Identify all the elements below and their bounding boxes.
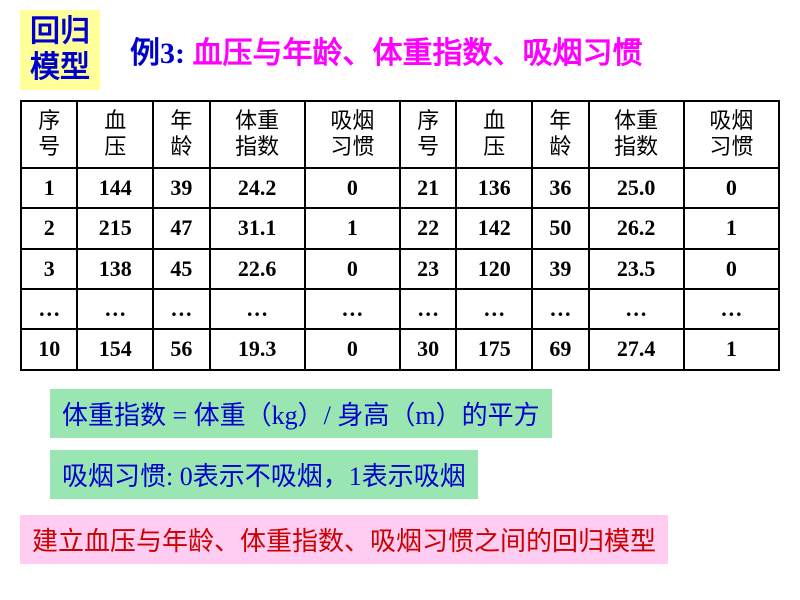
table-cell: 1 xyxy=(21,168,77,208)
table-cell: … xyxy=(400,289,456,329)
table-cell: 120 xyxy=(456,249,532,289)
table-cell: 23 xyxy=(400,249,456,289)
table-header-row: 序号血压年龄体重指数吸烟习惯序号血压年龄体重指数吸烟习惯 xyxy=(21,101,779,168)
table-cell: 215 xyxy=(77,208,153,248)
table-cell: 0 xyxy=(305,329,400,369)
table-row: 22154731.11221425026.21 xyxy=(21,208,779,248)
title-text: 血压与年龄、体重指数、吸烟习惯 xyxy=(185,37,643,70)
table-cell: 175 xyxy=(456,329,532,369)
table-cell: 39 xyxy=(153,168,209,208)
table-row: ………………………… xyxy=(21,289,779,329)
slide-title: 例3: 血压与年龄、体重指数、吸烟习惯 xyxy=(130,28,643,72)
table-cell: 47 xyxy=(153,208,209,248)
table-header-cell: 序号 xyxy=(21,101,77,168)
note-bmi: 体重指数 = 体重（kg）/ 身高（m）的平方 xyxy=(50,389,552,438)
table-cell: 19.3 xyxy=(210,329,305,369)
table-cell: 0 xyxy=(305,249,400,289)
table-header-cell: 年龄 xyxy=(153,101,209,168)
table-cell: 50 xyxy=(532,208,588,248)
example-number: 例3: xyxy=(130,37,185,70)
notes-area: 体重指数 = 体重（kg）/ 身高（m）的平方 吸烟习惯: 0表示不吸烟，1表示… xyxy=(20,389,780,564)
table-cell: … xyxy=(210,289,305,329)
table-cell: 23.5 xyxy=(589,249,684,289)
header-row: 回归模型 例3: 血压与年龄、体重指数、吸烟习惯 xyxy=(20,10,780,90)
table-cell: 69 xyxy=(532,329,588,369)
table-cell: 136 xyxy=(456,168,532,208)
table-cell: 36 xyxy=(532,168,588,208)
table-cell: 22.6 xyxy=(210,249,305,289)
slide: 回归模型 例3: 血压与年龄、体重指数、吸烟习惯 序号血压年龄体重指数吸烟习惯序… xyxy=(0,0,800,600)
table-cell: 21 xyxy=(400,168,456,208)
table-row: 101545619.30301756927.41 xyxy=(21,329,779,369)
table-cell: 0 xyxy=(684,249,779,289)
table-cell: … xyxy=(684,289,779,329)
table-header-cell: 体重指数 xyxy=(589,101,684,168)
table-cell: 27.4 xyxy=(589,329,684,369)
table-header-cell: 序号 xyxy=(400,101,456,168)
table-cell: 154 xyxy=(77,329,153,369)
table-header-cell: 血压 xyxy=(77,101,153,168)
table-cell: 45 xyxy=(153,249,209,289)
table-cell: 30 xyxy=(400,329,456,369)
table-cell: 144 xyxy=(77,168,153,208)
table-cell: … xyxy=(21,289,77,329)
table-row: 31384522.60231203923.50 xyxy=(21,249,779,289)
table-cell: 10 xyxy=(21,329,77,369)
table-cell: 24.2 xyxy=(210,168,305,208)
table-cell: 138 xyxy=(77,249,153,289)
note-smoking: 吸烟习惯: 0表示不吸烟，1表示吸烟 xyxy=(50,450,478,499)
table-cell: 0 xyxy=(684,168,779,208)
model-badge: 回归模型 xyxy=(20,10,100,90)
table-cell: … xyxy=(77,289,153,329)
table-body: 11443924.20211363625.0022154731.11221425… xyxy=(21,168,779,370)
table-header-cell: 吸烟习惯 xyxy=(305,101,400,168)
table-header-cell: 血压 xyxy=(456,101,532,168)
table-cell: 1 xyxy=(684,329,779,369)
table-cell: 22 xyxy=(400,208,456,248)
note-goal: 建立血压与年龄、体重指数、吸烟习惯之间的回归模型 xyxy=(20,515,668,564)
table-header-cell: 年龄 xyxy=(532,101,588,168)
table-row: 11443924.20211363625.00 xyxy=(21,168,779,208)
table-cell: … xyxy=(153,289,209,329)
table-cell: 142 xyxy=(456,208,532,248)
table-header-cell: 吸烟习惯 xyxy=(684,101,779,168)
table-cell: 1 xyxy=(684,208,779,248)
table-cell: 0 xyxy=(305,168,400,208)
table-header-cell: 体重指数 xyxy=(210,101,305,168)
table-cell: 3 xyxy=(21,249,77,289)
table-cell: 39 xyxy=(532,249,588,289)
table-cell: … xyxy=(456,289,532,329)
table-cell: … xyxy=(305,289,400,329)
table-cell: 1 xyxy=(305,208,400,248)
table-cell: 56 xyxy=(153,329,209,369)
table-cell: … xyxy=(532,289,588,329)
table-cell: 25.0 xyxy=(589,168,684,208)
table-cell: … xyxy=(589,289,684,329)
table-cell: 2 xyxy=(21,208,77,248)
data-table: 序号血压年龄体重指数吸烟习惯序号血压年龄体重指数吸烟习惯 11443924.20… xyxy=(20,100,780,371)
table-cell: 31.1 xyxy=(210,208,305,248)
table-cell: 26.2 xyxy=(589,208,684,248)
